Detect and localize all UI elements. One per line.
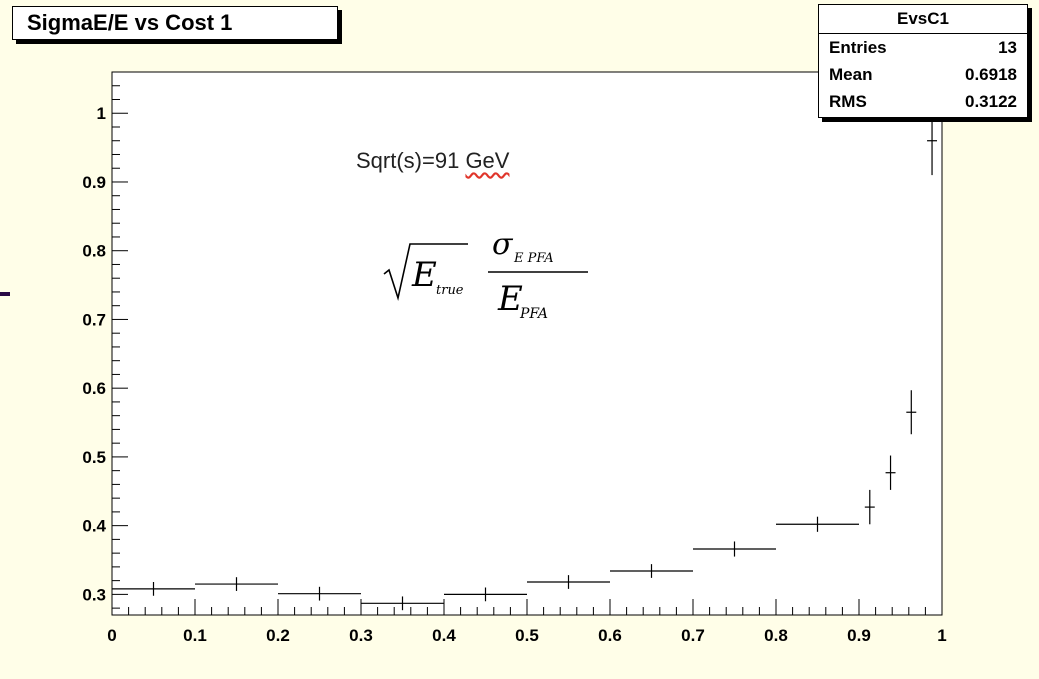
formula: E true σ E PFA E PFA <box>380 226 610 326</box>
y-tick-labels: 0.3 0.4 0.5 0.6 0.7 0.8 0.9 1 <box>82 104 106 604</box>
x-tick-label: 0.7 <box>681 626 705 645</box>
sqrt-var: E <box>411 255 437 295</box>
data-point <box>776 516 859 532</box>
data-point <box>195 577 278 591</box>
sqrt-sub: true <box>436 283 464 298</box>
y-tick-label: 0.3 <box>82 585 106 604</box>
energy-annotation: Sqrt(s)=91 GeV <box>356 148 509 174</box>
data-point <box>906 390 917 435</box>
stats-value: 13 <box>998 38 1017 57</box>
y-tick-label: 1 <box>97 104 106 123</box>
x-tick-label: 0.9 <box>847 626 871 645</box>
x-tick-label: 0.6 <box>598 626 622 645</box>
sqrt-sign <box>383 243 468 302</box>
stats-label: Entries <box>829 38 887 57</box>
stats-value: 0.3122 <box>965 92 1017 111</box>
den-var: E <box>497 279 523 319</box>
y-tick-label: 0.8 <box>82 242 106 261</box>
stats-box: EvsC1 Entries 13 Mean 0.6918 RMS 0.3122 <box>818 4 1028 118</box>
y-tick-label: 0.5 <box>82 448 106 467</box>
axis-ticks <box>111 71 943 615</box>
data-point <box>278 586 361 601</box>
stats-label: RMS <box>829 92 867 111</box>
stats-value: 0.6918 <box>965 65 1017 84</box>
annotation-unit: GeV <box>465 148 510 173</box>
slide-accent-line <box>0 292 10 296</box>
stats-row-rms: RMS 0.3122 <box>819 88 1027 115</box>
x-tick-label: 0.4 <box>432 626 456 645</box>
plot-frame <box>111 71 943 616</box>
x-tick-label: 0.1 <box>183 626 207 645</box>
data-point <box>885 455 896 490</box>
y-tick-label: 0.4 <box>82 517 106 536</box>
x-tick-label: 0.5 <box>515 626 539 645</box>
num-var: σ <box>492 227 514 262</box>
data-point <box>527 575 610 589</box>
data-point <box>610 564 693 578</box>
data-point <box>444 587 527 602</box>
data-point <box>693 541 776 557</box>
data-point <box>361 596 444 611</box>
y-tick-label: 0.9 <box>82 173 106 192</box>
x-tick-label: 0 <box>107 626 116 645</box>
annotation-prefix: Sqrt(s)=91 <box>356 148 466 173</box>
chart-title: SigmaE/E vs Cost 1 <box>12 6 338 40</box>
stats-row-mean: Mean 0.6918 <box>819 61 1027 88</box>
stats-name: EvsC1 <box>819 5 1027 34</box>
data-point <box>864 489 875 525</box>
x-tick-labels: 0 0.1 0.2 0.3 0.4 0.5 0.6 0.7 0.8 0.9 1 <box>107 626 946 645</box>
y-tick-label: 0.6 <box>82 379 106 398</box>
x-tick-label: 0.3 <box>349 626 373 645</box>
y-tick-label: 0.7 <box>82 310 106 329</box>
stats-row-entries: Entries 13 <box>819 34 1027 61</box>
stats-label: Mean <box>829 65 873 84</box>
x-tick-label: 0.8 <box>764 626 788 645</box>
den-sub: PFA <box>519 306 548 322</box>
data-points <box>112 106 938 611</box>
x-tick-label: 1 <box>937 626 946 645</box>
data-point <box>112 582 195 596</box>
num-sub: E PFA <box>513 251 554 266</box>
x-tick-label: 0.2 <box>266 626 290 645</box>
